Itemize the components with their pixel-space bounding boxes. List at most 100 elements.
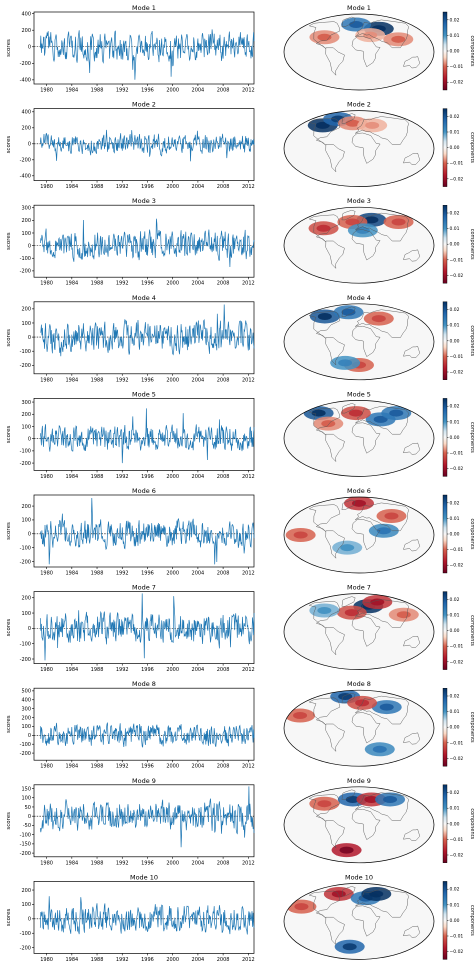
y-tick-label: -200 [20,751,31,757]
x-tick-label: 1980 [40,667,53,673]
timeseries-title: Mode 3 [132,197,156,205]
x-tick-label: 2000 [166,184,179,190]
coastline [325,530,345,559]
x-tick-label: 1984 [65,281,78,287]
x-tick-label: 2012 [242,667,255,673]
colorbar-tick-label: −0.01 [450,451,464,457]
coastline [351,229,381,261]
x-tick-label: 1992 [116,860,129,866]
y-tick-label: 100 [21,518,31,524]
anomaly-core [345,119,360,127]
y-tick-label: -400 [20,78,31,84]
coastline [351,422,381,454]
coastline [325,144,345,173]
timeseries-title: Mode 2 [132,101,156,109]
y-tick-label: -50 [23,823,31,829]
y-tick-label: 0 [28,626,31,632]
y-tick-label: 400 [21,698,31,704]
score-series-line [40,304,255,357]
coastline [355,599,409,628]
anomaly-core [311,409,326,417]
score-series-line [39,29,255,80]
y-tick-label: 0 [28,45,31,51]
colorbar-tick-label: 0.02 [450,404,460,410]
y-tick-label: -200 [20,657,31,663]
y-tick-label: 500 [21,689,31,695]
coastline [308,311,341,339]
coastline [403,152,421,165]
map-title: Mode 8 [347,680,371,688]
coastline [351,519,381,551]
x-tick-label: 2008 [217,860,230,866]
score-series-line [39,129,255,162]
colorbar-label: components [469,36,474,67]
map-boundary [283,206,435,284]
map-field [284,690,434,767]
map-title: Mode 5 [347,390,371,398]
x-tick-label: 1992 [116,281,129,287]
score-series-line [39,896,255,935]
colorbar-tick-label: 0.02 [450,307,460,313]
x-tick-label: 1996 [141,377,154,383]
x-tick-label: 1988 [91,281,104,287]
map-field [284,207,434,284]
colorbar-label: components [469,808,474,839]
x-tick-label: 2000 [166,860,179,866]
mode-row-7: Mode 7 -200 -100 0 100 200 scores 1980 1984 1988 1… [6,584,474,674]
y-tick-label: 200 [21,218,31,224]
map-title: Mode 6 [347,487,371,495]
coastline [341,113,356,124]
colorbar-tick-label: −0.01 [450,257,464,263]
x-tick-label: 2004 [192,764,205,770]
colorbar-tick-label: 0.02 [450,114,460,120]
coastline [325,820,345,849]
x-tick-label: 2012 [242,88,255,94]
x-tick-label: 1980 [40,184,53,190]
x-tick-label: 1984 [65,860,78,866]
x-tick-label: 2000 [166,281,179,287]
x-tick-label: 2004 [192,281,205,287]
anomaly-core [389,409,404,417]
anomaly-core [372,745,387,753]
anomaly-core [317,606,332,614]
map-title: Mode 1 [347,4,371,12]
coastline [308,504,341,532]
colorbar-tick-label: 0.02 [450,887,460,893]
score-series-line [39,786,255,848]
colorbar-tick-label: −0.02 [450,466,464,472]
mode-row-3: Mode 3 -200 -100 0 100 200 300 scores 1980 1984 19… [6,197,474,287]
anomaly-core [293,712,308,720]
y-tick-label: -100 [20,641,31,647]
colorbar-label: components [469,712,474,743]
map-field [284,786,434,863]
y-tick-label: 0 [28,814,31,820]
x-tick-label: 1980 [40,571,53,577]
coastline [355,695,409,725]
y-tick-label: 200 [21,126,31,132]
y-tick-label: -400 [20,174,31,180]
coastline [355,309,409,338]
timeseries-title: Mode 9 [132,777,156,785]
y-tick-label: 200 [21,28,31,34]
mode-row-10: Mode 10 -200 -100 0 100 200 scores 1980 1984 1988… [6,873,474,963]
coastline [351,132,381,164]
y-tick-label: -200 [20,945,31,951]
x-tick-label: 1988 [91,571,104,577]
timeseries-axes [33,108,255,181]
colorbar [442,204,448,284]
colorbar [442,494,448,574]
y-tick-label: 400 [21,110,31,116]
x-tick-label: 2004 [192,860,205,866]
x-tick-label: 1988 [91,377,104,383]
x-tick-label: 1980 [40,860,53,866]
map-boundary [283,883,435,960]
colorbar-tick-label: −0.01 [450,837,464,843]
anomaly-core [348,409,363,417]
anomaly-core [315,121,330,129]
anomaly-core [371,315,386,323]
y-tick-label: 200 [21,888,31,894]
map-field [284,110,434,187]
coastline [403,829,421,842]
y-tick-label: -100 [20,832,31,838]
